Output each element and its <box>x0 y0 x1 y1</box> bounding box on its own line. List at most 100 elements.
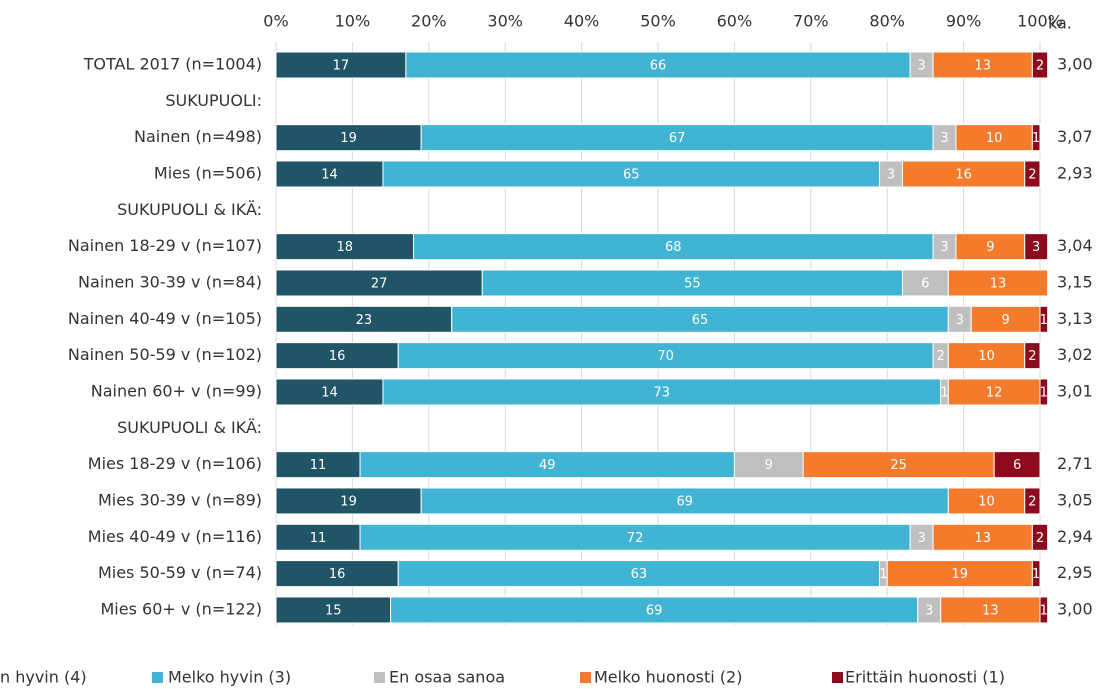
bar-segment <box>397 560 881 588</box>
value-label: 2 <box>937 349 945 364</box>
value-label: 13 <box>990 276 1007 291</box>
bar-segment <box>275 451 361 479</box>
bar-segment <box>1031 560 1041 588</box>
value-label: 11 <box>310 458 327 473</box>
value-label: 63 <box>631 567 648 582</box>
value-label: 70 <box>657 349 674 364</box>
value-label: 11 <box>310 531 327 546</box>
value-label: 1 <box>879 567 887 582</box>
mean-label: 2,71 <box>1057 454 1093 473</box>
value-label: 14 <box>321 167 338 182</box>
mean-label: 2,94 <box>1057 527 1093 546</box>
value-label: 1 <box>940 385 948 400</box>
value-label: 3 <box>940 131 948 146</box>
category-label: Mies 50-59 v (n=74) <box>98 563 262 582</box>
bar-segment <box>405 51 911 79</box>
bar-segment <box>1031 51 1049 79</box>
value-label: 13 <box>974 59 991 74</box>
value-label: 17 <box>333 59 350 74</box>
value-label: 2 <box>1036 531 1044 546</box>
category-label: SUKUPUOLI & IKÄ: <box>117 418 262 437</box>
category-label: Mies 60+ v (n=122) <box>101 599 263 618</box>
category-label: Mies (n=506) <box>154 163 262 182</box>
bar-segment <box>275 523 361 551</box>
category-label: Nainen (n=498) <box>134 127 262 146</box>
x-tick-label: 20% <box>411 12 447 31</box>
bar-segment <box>275 560 399 588</box>
bar-segment <box>947 487 1026 515</box>
bar-segment <box>901 269 949 297</box>
x-tick-label: 0% <box>263 12 288 31</box>
bar-segment <box>275 305 453 333</box>
bar-segment <box>1039 305 1049 333</box>
bar-segment <box>275 233 415 261</box>
category-label: Mies 30-39 v (n=89) <box>98 490 262 509</box>
mean-label: 3,02 <box>1057 345 1093 364</box>
value-label: 10 <box>978 494 995 509</box>
x-tick-label: 100% <box>1017 12 1063 31</box>
bar-segment <box>413 233 934 261</box>
value-label: 1 <box>1032 567 1040 582</box>
x-tick-label: 70% <box>793 12 829 31</box>
bar-segment <box>420 487 949 515</box>
value-label: 73 <box>654 385 671 400</box>
bar-segment <box>275 51 407 79</box>
value-label: 16 <box>329 567 346 582</box>
value-label: 9 <box>765 458 773 473</box>
value-label: 1 <box>1032 131 1040 146</box>
category-label: TOTAL 2017 (n=1004) <box>83 55 262 74</box>
mean-label: 3,13 <box>1057 309 1093 328</box>
bar-segment <box>1039 596 1049 624</box>
mean-label: 3,05 <box>1057 490 1093 509</box>
value-label: 55 <box>684 276 701 291</box>
value-label: 2 <box>1028 167 1036 182</box>
legend-swatch <box>152 672 163 683</box>
value-label: 12 <box>986 385 1003 400</box>
bar-segment <box>275 487 422 515</box>
mean-label: 3,00 <box>1057 599 1093 618</box>
value-label: 2 <box>1036 59 1044 74</box>
bar-segment <box>275 342 399 370</box>
value-label: 14 <box>321 385 338 400</box>
x-tick-label: 80% <box>869 12 905 31</box>
legend-swatch <box>374 672 385 683</box>
value-label: 69 <box>676 494 693 509</box>
bar-segment <box>275 378 384 406</box>
category-label: Nainen 40-49 v (n=105) <box>68 309 262 328</box>
value-label: 72 <box>627 531 644 546</box>
bar-segment <box>1031 523 1049 551</box>
legend-label: En osaa sanoa <box>389 668 505 687</box>
category-label: SUKUPUOLI & IKÄ: <box>117 200 262 219</box>
value-label: 6 <box>1013 458 1021 473</box>
bar-segment <box>947 269 1049 297</box>
value-label: 19 <box>952 567 969 582</box>
category-label: Nainen 50-59 v (n=102) <box>68 345 262 364</box>
bar-segment <box>970 305 1041 333</box>
value-label: 13 <box>974 531 991 546</box>
value-label: 3 <box>917 531 925 546</box>
x-tick-label: 60% <box>717 12 753 31</box>
category-label: Nainen 30-39 v (n=84) <box>78 272 262 291</box>
value-label: 3 <box>887 167 895 182</box>
mean-label: 2,95 <box>1057 563 1093 582</box>
value-label: 9 <box>986 240 994 255</box>
x-tick-label: 40% <box>564 12 600 31</box>
bar-segment <box>993 451 1041 479</box>
bar-segment <box>901 160 1026 188</box>
value-label: 3 <box>1032 240 1040 255</box>
bar-segment <box>382 378 942 406</box>
legend-swatch <box>832 672 843 683</box>
bar-segment <box>1024 160 1041 188</box>
category-label: Mies 40-49 v (n=116) <box>88 527 262 546</box>
value-label: 2 <box>1028 349 1036 364</box>
x-tick-label: 50% <box>640 12 676 31</box>
bar-segment <box>733 451 804 479</box>
bar-segment <box>1031 124 1041 152</box>
value-label: 49 <box>539 458 556 473</box>
bar-segment <box>1024 487 1041 515</box>
value-label: 15 <box>325 603 342 618</box>
value-label: 65 <box>623 167 640 182</box>
value-label: 16 <box>955 167 972 182</box>
value-label: 3 <box>917 59 925 74</box>
